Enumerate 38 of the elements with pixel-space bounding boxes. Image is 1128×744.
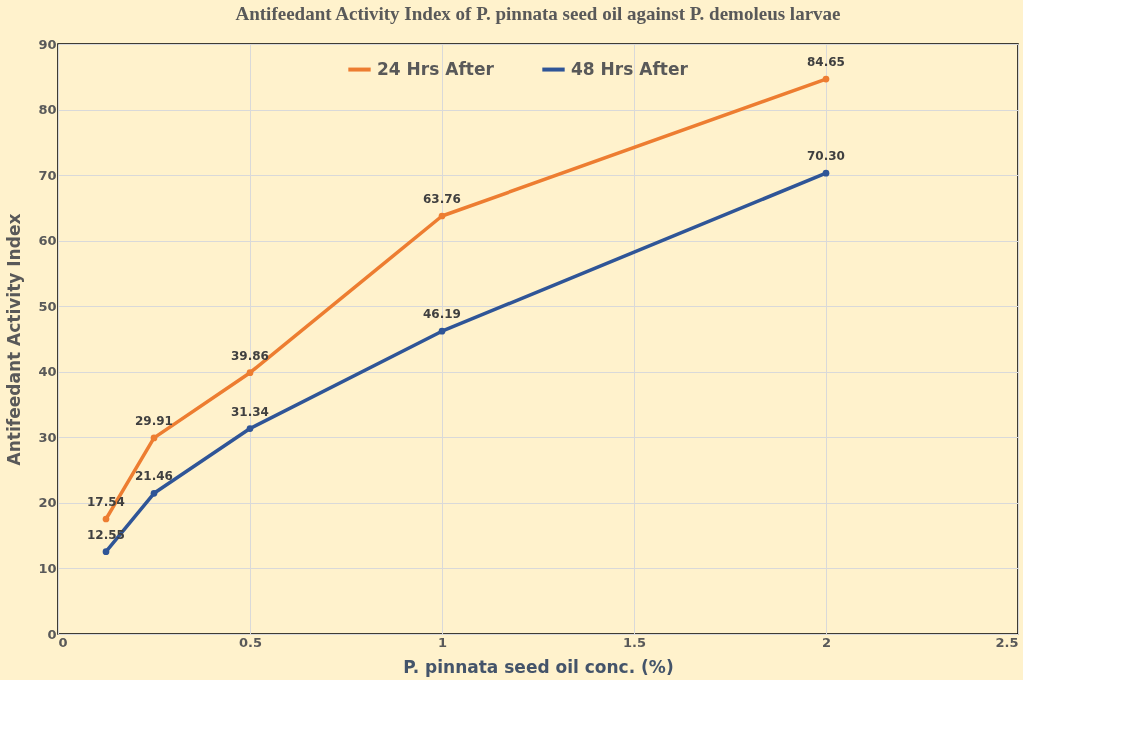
x-tick-label: 2 bbox=[821, 634, 832, 650]
y-tick-label: 90 bbox=[38, 36, 57, 52]
y-tick-label: 40 bbox=[38, 364, 57, 380]
data-label: 84.65 bbox=[807, 55, 845, 70]
y-tick-label: 50 bbox=[38, 298, 57, 314]
y-tick-label: 20 bbox=[38, 495, 57, 511]
x-axis-title: P. pinnata seed oil conc. (%) bbox=[403, 656, 674, 677]
legend-label: 24 Hrs After bbox=[377, 58, 495, 79]
data-label: 29.91 bbox=[135, 413, 173, 428]
data-label: 39.86 bbox=[231, 348, 269, 363]
legend-label: 48 Hrs After bbox=[571, 58, 689, 79]
x-tick-label: 1.5 bbox=[622, 634, 647, 650]
x-tick-label: 0.5 bbox=[238, 634, 263, 650]
point bbox=[102, 515, 110, 523]
point bbox=[822, 169, 830, 177]
point bbox=[246, 369, 254, 377]
point bbox=[246, 425, 254, 432]
point bbox=[438, 212, 446, 220]
x-tick-label: 2.5 bbox=[995, 634, 1019, 650]
y-tick-label: 10 bbox=[38, 560, 57, 576]
y-tick-label: 60 bbox=[38, 233, 57, 249]
point bbox=[150, 489, 158, 497]
y-tick-label: 70 bbox=[38, 167, 57, 183]
chart-title: Antifeedant Activity Index of P. pinnata seed oil against P. demoleus larvae bbox=[235, 3, 841, 24]
y-tick-label: 80 bbox=[38, 102, 57, 118]
y-tick-label: 30 bbox=[38, 429, 57, 445]
x-tick-label: 1 bbox=[437, 634, 448, 650]
data-label: 63.76 bbox=[423, 192, 461, 207]
data-label: 21.46 bbox=[135, 469, 173, 484]
y-axis-title: Antifeedant Activity Index bbox=[4, 213, 25, 466]
point bbox=[102, 548, 110, 556]
x-tick-label: 0 bbox=[58, 634, 68, 650]
point bbox=[150, 434, 158, 442]
point bbox=[822, 75, 830, 83]
data-label: 31.34 bbox=[231, 404, 269, 419]
data-label: 46.19 bbox=[423, 307, 461, 322]
point bbox=[438, 327, 446, 335]
data-label: 70.30 bbox=[807, 149, 845, 164]
